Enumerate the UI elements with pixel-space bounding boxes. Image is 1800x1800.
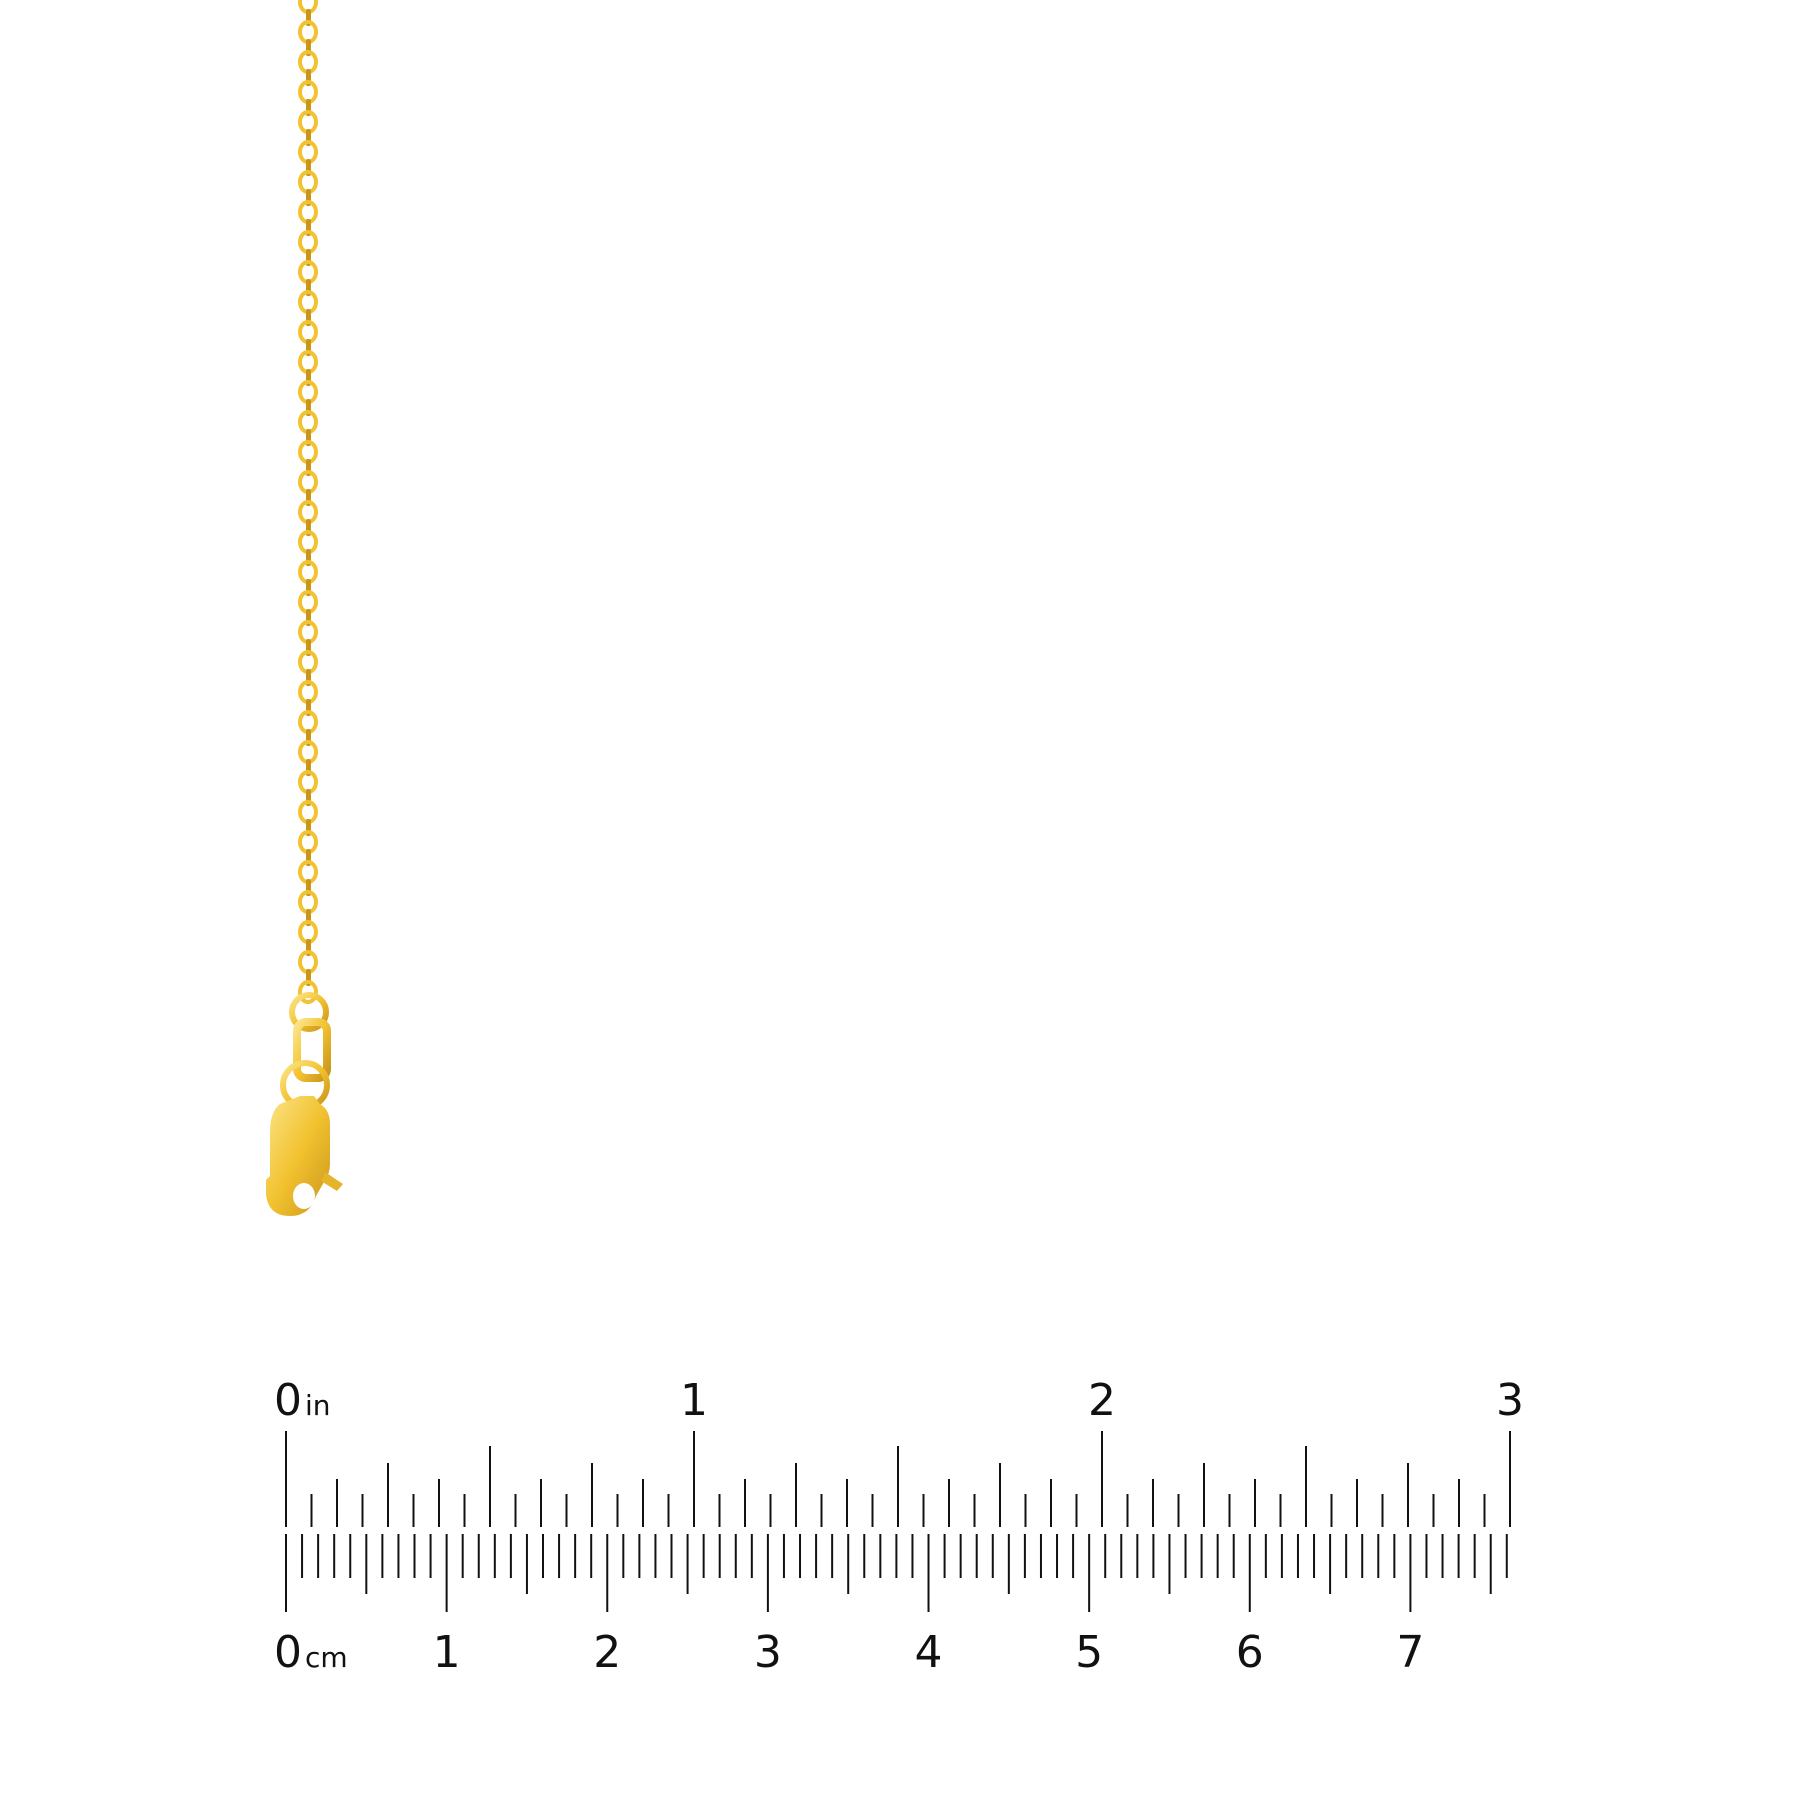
cm-unit-label: cm xyxy=(305,1641,348,1674)
cm-labels: 0 cm 1 2 3 4 5 6 7 xyxy=(274,1627,1424,1678)
inch-label: 3 xyxy=(1496,1375,1524,1426)
inch-labels: 0 in 1 2 3 xyxy=(274,1375,1524,1426)
clasp-body xyxy=(266,1096,330,1216)
cm-label: 6 xyxy=(1236,1627,1264,1678)
cm-scale xyxy=(285,1534,1508,1612)
clasp-opening xyxy=(293,1183,315,1209)
ruler: 0 in 1 2 3 0 cm 1 2 3 4 5 6 7 xyxy=(274,1375,1524,1678)
inch-label: 1 xyxy=(680,1375,708,1426)
inch-scale xyxy=(285,1431,1511,1527)
lobster-clasp xyxy=(266,992,343,1216)
cm-label: 1 xyxy=(433,1627,461,1678)
cm-label: 5 xyxy=(1075,1627,1103,1678)
inch-label: 2 xyxy=(1088,1375,1116,1426)
cm-label: 0 cm xyxy=(274,1627,348,1678)
tag-link xyxy=(293,1018,331,1082)
chain xyxy=(298,0,318,1004)
inch-label: 0 in xyxy=(274,1375,331,1426)
cm-label: 3 xyxy=(754,1627,782,1678)
cm-label: 4 xyxy=(915,1627,943,1678)
jump-ring-top xyxy=(289,992,329,1032)
cm-label: 2 xyxy=(593,1627,621,1678)
clasp-trigger xyxy=(321,1172,343,1191)
inch-unit-label: in xyxy=(305,1389,331,1422)
cm-label: 7 xyxy=(1396,1627,1424,1678)
chain-link xyxy=(298,980,318,1004)
